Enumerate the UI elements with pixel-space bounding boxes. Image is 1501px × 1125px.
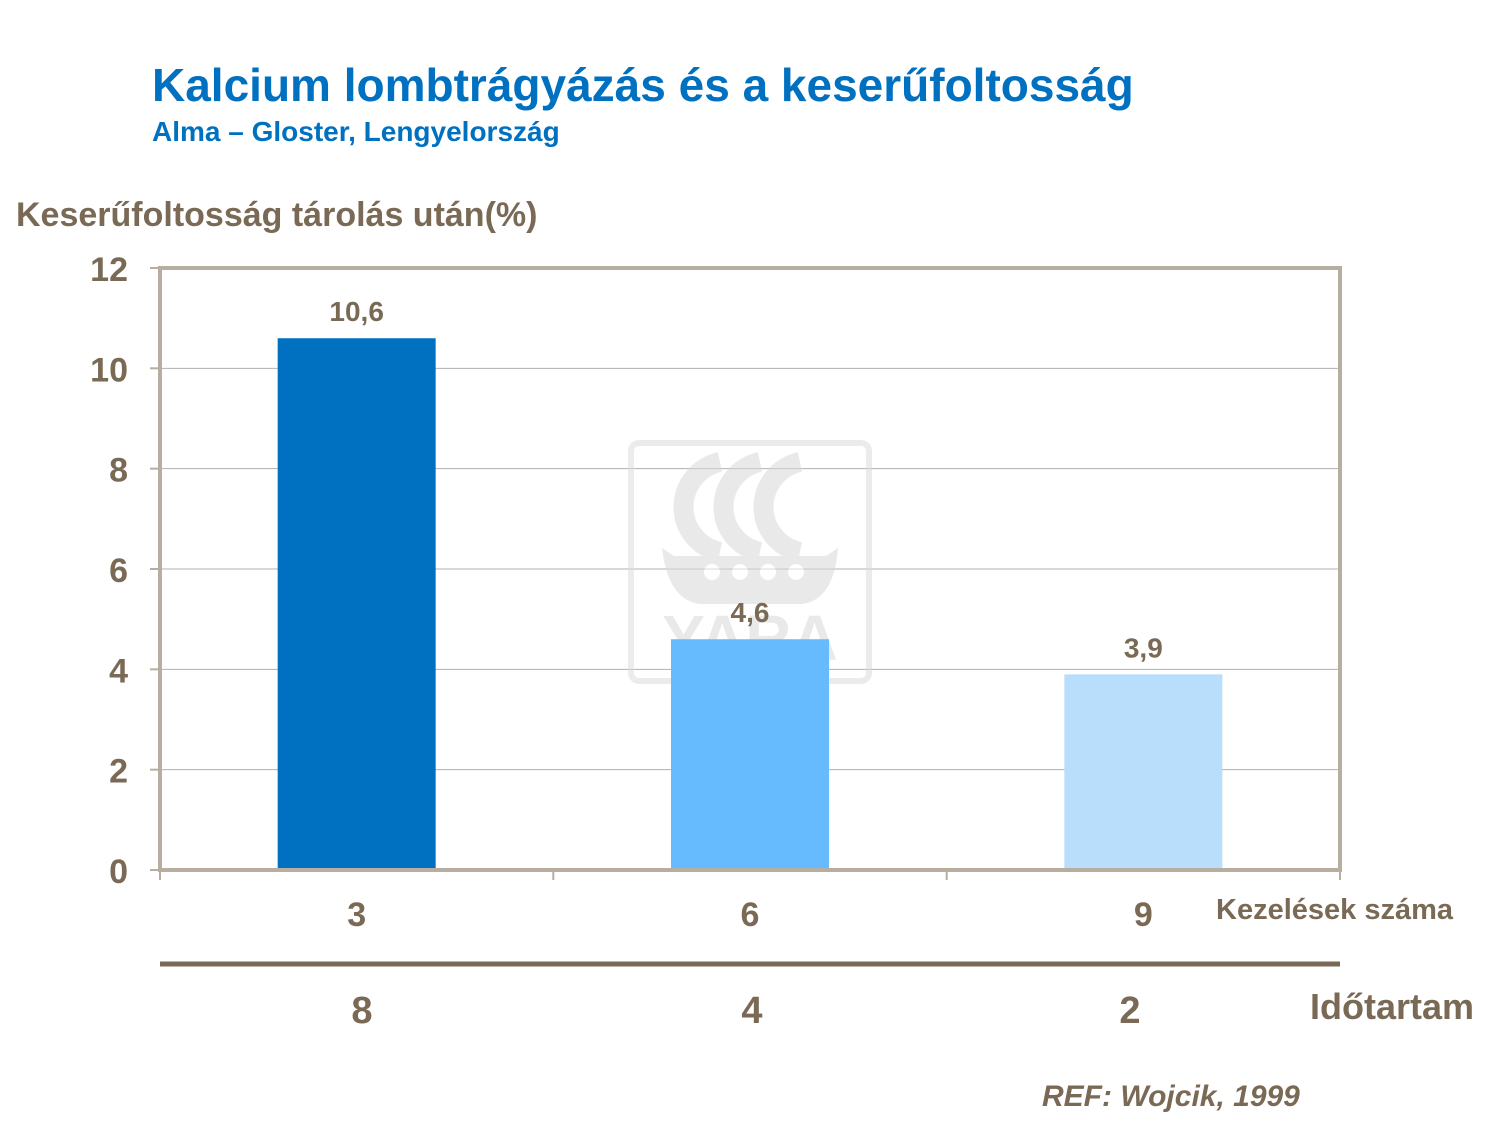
bar bbox=[671, 639, 829, 870]
bar-value-label: 10,6 bbox=[329, 296, 384, 327]
bar bbox=[1064, 674, 1223, 870]
chart-labels: 0 2 4 6 8 10 12 10,6 3 4,6 6 3,9 9 bbox=[90, 251, 1163, 934]
duration-value: 2 bbox=[1119, 990, 1141, 1032]
x-tick-label: 6 bbox=[741, 896, 760, 934]
plot-border bbox=[158, 266, 1342, 872]
bar bbox=[277, 338, 436, 870]
chart-subtitle: Alma – Gloster, Lengyelország bbox=[152, 116, 560, 147]
duration-value: 8 bbox=[351, 990, 373, 1032]
y-tick-label: 4 bbox=[109, 652, 128, 690]
x-tick-label: 3 bbox=[347, 896, 366, 934]
y-axis-label: Keserűfoltosság tárolás után(%) bbox=[16, 196, 538, 234]
bars bbox=[277, 338, 1223, 870]
y-tick-label: 0 bbox=[109, 853, 128, 891]
y-tick-label: 12 bbox=[90, 251, 128, 289]
y-tick-label: 10 bbox=[90, 351, 128, 389]
reference-note: REF: Wojcik, 1999 bbox=[1042, 1080, 1300, 1113]
y-tick-label: 6 bbox=[109, 552, 128, 590]
bar-value-label: 3,9 bbox=[1124, 632, 1163, 663]
bar-value-label: 4,6 bbox=[731, 597, 770, 628]
plot-frame bbox=[150, 266, 1342, 967]
chart-title: Kalcium lombtrágyázás és a keserűfoltoss… bbox=[152, 59, 1134, 111]
secondary-axis-label: Időtartam bbox=[1310, 986, 1475, 1027]
y-tick-label: 2 bbox=[109, 753, 128, 791]
duration-value: 4 bbox=[741, 990, 763, 1032]
x-axis-label: Kezelések száma bbox=[1216, 894, 1453, 926]
x-tick-label: 9 bbox=[1134, 896, 1153, 934]
y-tick-label: 8 bbox=[109, 452, 128, 490]
